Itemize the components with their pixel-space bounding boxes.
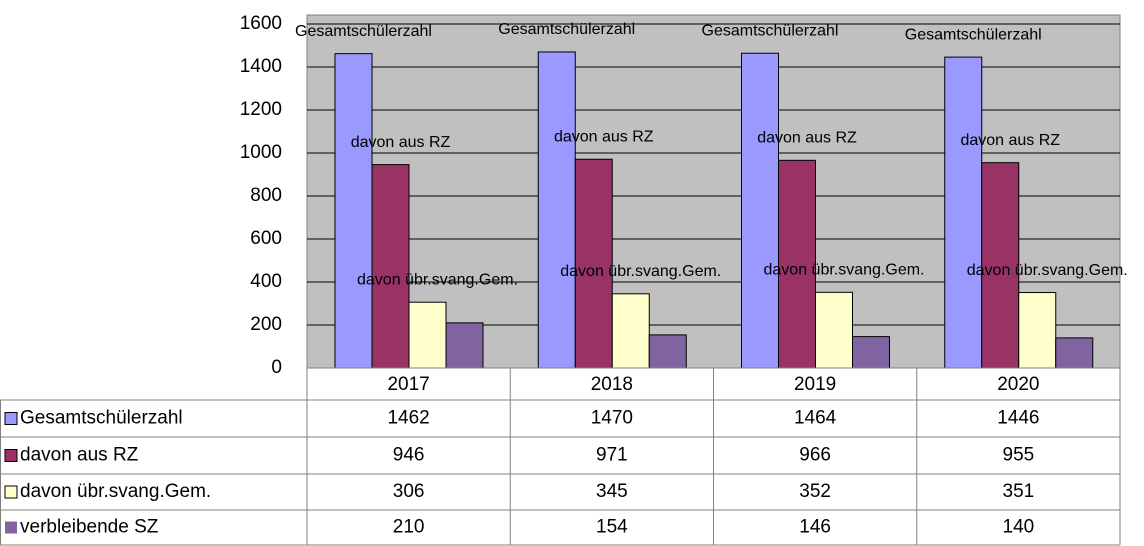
table-value: 210 bbox=[393, 517, 425, 538]
x-tick-label: 2017 bbox=[387, 374, 429, 395]
data-label: Gesamtschülerzahl bbox=[295, 23, 432, 40]
table-value: 1446 bbox=[997, 408, 1039, 429]
bar bbox=[741, 52, 779, 369]
y-tick-label: 400 bbox=[250, 271, 282, 292]
x-tick-label: 2018 bbox=[591, 374, 633, 395]
table-value: 154 bbox=[596, 517, 628, 538]
data-label: davon aus RZ bbox=[960, 132, 1060, 149]
legend-key bbox=[4, 449, 18, 462]
legend-label: verbleibende SZ bbox=[20, 517, 159, 538]
table-value: 1464 bbox=[794, 408, 837, 429]
legend-label: Gesamtschülerzahl bbox=[20, 408, 183, 429]
y-tick-label: 1000 bbox=[240, 142, 282, 163]
bar bbox=[537, 51, 576, 369]
data-label: Gesamtschülerzahl bbox=[702, 22, 839, 39]
bar bbox=[1018, 292, 1057, 369]
table-value: 971 bbox=[596, 445, 628, 466]
legend-key bbox=[5, 521, 17, 534]
legend-label: davon übr.svang.Gem. bbox=[20, 481, 211, 502]
y-tick-label: 1200 bbox=[240, 99, 282, 120]
table-value: 146 bbox=[799, 517, 831, 538]
table-value: 352 bbox=[799, 481, 831, 502]
bar bbox=[944, 56, 983, 369]
y-tick-label: 600 bbox=[250, 228, 282, 249]
y-tick-label: 0 bbox=[271, 357, 282, 378]
bar bbox=[648, 334, 687, 369]
table-value: 1462 bbox=[387, 408, 429, 429]
y-tick-label: 1400 bbox=[240, 56, 282, 77]
data-label: davon aus RZ bbox=[554, 128, 654, 145]
bar bbox=[852, 336, 890, 369]
data-label: Gesamtschülerzahl bbox=[498, 21, 635, 38]
bar bbox=[815, 291, 853, 369]
y-tick-label: 800 bbox=[250, 185, 282, 206]
data-label: davon übr.svang.Gem. bbox=[357, 271, 518, 288]
y-tick-label: 200 bbox=[250, 314, 282, 335]
data-label: davon aus RZ bbox=[757, 130, 857, 147]
x-tick-label: 2020 bbox=[997, 374, 1039, 395]
table-value: 306 bbox=[393, 481, 425, 502]
data-label: davon übr.svang.Gem. bbox=[560, 263, 721, 280]
table-value: 345 bbox=[596, 481, 628, 502]
data-label: Gesamtschülerzahl bbox=[905, 26, 1042, 43]
bar bbox=[611, 293, 650, 369]
legend-key bbox=[4, 412, 18, 425]
bar bbox=[371, 164, 410, 369]
data-label: davon aus RZ bbox=[351, 134, 451, 151]
bar bbox=[445, 322, 484, 369]
table-value: 966 bbox=[799, 445, 831, 466]
legend-key bbox=[4, 485, 18, 499]
table-value: 1470 bbox=[591, 408, 633, 429]
table-value: 140 bbox=[1003, 517, 1035, 538]
bar bbox=[334, 53, 373, 369]
x-tick-label: 2019 bbox=[794, 374, 836, 395]
bar bbox=[408, 301, 447, 369]
table-value: 351 bbox=[1003, 481, 1035, 502]
table-value: 955 bbox=[1003, 445, 1035, 466]
data-label: davon übr.svang.Gem. bbox=[764, 262, 925, 279]
y-tick-label: 1600 bbox=[240, 13, 282, 34]
legend-label: davon aus RZ bbox=[20, 445, 139, 466]
bar bbox=[1055, 337, 1094, 369]
data-label: davon übr.svang.Gem. bbox=[967, 262, 1128, 279]
table-value: 946 bbox=[393, 445, 425, 466]
